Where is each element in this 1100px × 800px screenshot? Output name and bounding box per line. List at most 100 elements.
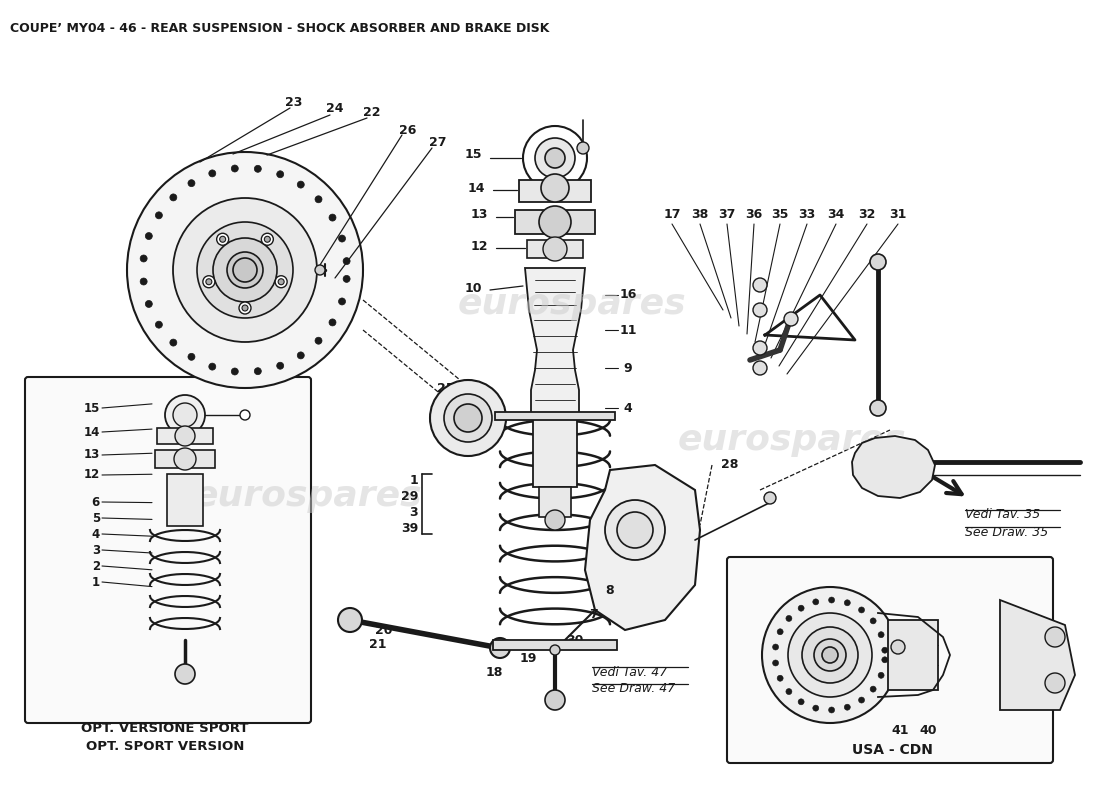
Circle shape bbox=[343, 275, 350, 282]
Text: 12: 12 bbox=[84, 469, 100, 482]
Text: eurospares: eurospares bbox=[194, 479, 422, 513]
Text: 3: 3 bbox=[92, 543, 100, 557]
Text: OPT. VERSIONE SPORT: OPT. VERSIONE SPORT bbox=[81, 722, 249, 734]
Circle shape bbox=[338, 608, 362, 632]
Circle shape bbox=[315, 265, 324, 275]
Circle shape bbox=[828, 597, 835, 603]
Circle shape bbox=[209, 363, 216, 370]
Circle shape bbox=[339, 298, 345, 305]
Circle shape bbox=[522, 126, 587, 190]
Circle shape bbox=[535, 138, 575, 178]
Circle shape bbox=[845, 600, 850, 606]
Text: 34: 34 bbox=[827, 209, 845, 222]
Bar bbox=[539, 487, 571, 517]
Circle shape bbox=[785, 615, 792, 622]
Circle shape bbox=[231, 368, 239, 375]
Text: See Draw. 35: See Draw. 35 bbox=[965, 526, 1048, 538]
Circle shape bbox=[155, 321, 163, 328]
Circle shape bbox=[315, 196, 322, 202]
Circle shape bbox=[173, 198, 317, 342]
Circle shape bbox=[828, 707, 835, 713]
Circle shape bbox=[175, 664, 195, 684]
Circle shape bbox=[155, 212, 163, 219]
Circle shape bbox=[206, 278, 212, 285]
Bar bbox=[888, 620, 938, 690]
Text: 7: 7 bbox=[590, 609, 598, 622]
Circle shape bbox=[813, 705, 818, 711]
Circle shape bbox=[544, 510, 565, 530]
Circle shape bbox=[297, 352, 305, 359]
Circle shape bbox=[617, 512, 653, 548]
FancyBboxPatch shape bbox=[25, 377, 311, 723]
Text: Vedi Tav. 35: Vedi Tav. 35 bbox=[965, 509, 1041, 522]
Text: 26: 26 bbox=[399, 123, 417, 137]
Text: COUPE’ MY04 - 46 - REAR SUSPENSION - SHOCK ABSORBER AND BRAKE DISK: COUPE’ MY04 - 46 - REAR SUSPENSION - SHO… bbox=[10, 22, 549, 35]
Text: 36: 36 bbox=[746, 209, 762, 222]
Circle shape bbox=[878, 672, 884, 678]
Circle shape bbox=[262, 234, 273, 246]
Circle shape bbox=[845, 704, 850, 710]
Circle shape bbox=[188, 180, 195, 186]
Text: 13: 13 bbox=[471, 209, 488, 222]
Circle shape bbox=[254, 166, 262, 172]
Circle shape bbox=[188, 354, 195, 360]
Text: 27: 27 bbox=[429, 137, 447, 150]
Text: 23: 23 bbox=[285, 95, 303, 109]
Text: 13: 13 bbox=[84, 449, 100, 462]
Circle shape bbox=[145, 301, 152, 307]
Text: eurospares: eurospares bbox=[458, 287, 686, 321]
Text: 40: 40 bbox=[920, 723, 937, 737]
Circle shape bbox=[220, 236, 225, 242]
Circle shape bbox=[239, 302, 251, 314]
Text: 5: 5 bbox=[91, 511, 100, 525]
Text: 22: 22 bbox=[363, 106, 381, 118]
Circle shape bbox=[814, 639, 846, 671]
Text: 19: 19 bbox=[519, 651, 537, 665]
Circle shape bbox=[140, 255, 147, 262]
Circle shape bbox=[490, 638, 510, 658]
Circle shape bbox=[858, 697, 865, 703]
Text: 11: 11 bbox=[619, 323, 637, 337]
Circle shape bbox=[544, 148, 565, 168]
Circle shape bbox=[822, 647, 838, 663]
Circle shape bbox=[772, 660, 779, 666]
Text: 30: 30 bbox=[566, 634, 584, 646]
Text: 38: 38 bbox=[692, 209, 708, 222]
Circle shape bbox=[217, 234, 229, 246]
Circle shape bbox=[882, 647, 888, 654]
Circle shape bbox=[277, 362, 284, 370]
Bar bbox=[527, 240, 583, 258]
Text: 10: 10 bbox=[464, 282, 482, 295]
Circle shape bbox=[444, 394, 492, 442]
Circle shape bbox=[764, 492, 776, 504]
Circle shape bbox=[605, 500, 665, 560]
Circle shape bbox=[277, 170, 284, 178]
Text: eurospares: eurospares bbox=[678, 423, 906, 457]
Text: 33: 33 bbox=[799, 209, 815, 222]
Circle shape bbox=[754, 361, 767, 375]
Circle shape bbox=[802, 627, 858, 683]
Text: 41: 41 bbox=[891, 723, 909, 737]
Circle shape bbox=[202, 276, 215, 288]
Circle shape bbox=[175, 426, 195, 446]
Circle shape bbox=[578, 142, 588, 154]
Text: 15: 15 bbox=[84, 402, 100, 414]
Text: 17: 17 bbox=[663, 209, 681, 222]
Polygon shape bbox=[852, 436, 935, 498]
Circle shape bbox=[430, 380, 506, 456]
Circle shape bbox=[240, 410, 250, 420]
Text: 3: 3 bbox=[409, 506, 418, 518]
Text: 24: 24 bbox=[327, 102, 343, 115]
Bar bbox=[157, 428, 213, 444]
Text: 6: 6 bbox=[91, 495, 100, 509]
Bar bbox=[534, 415, 578, 487]
Text: 31: 31 bbox=[889, 209, 906, 222]
Circle shape bbox=[1045, 673, 1065, 693]
Text: 35: 35 bbox=[771, 209, 789, 222]
Circle shape bbox=[754, 278, 767, 292]
Text: 39: 39 bbox=[400, 522, 418, 534]
Circle shape bbox=[799, 699, 804, 705]
Text: See Draw. 47: See Draw. 47 bbox=[592, 682, 675, 695]
Text: 14: 14 bbox=[84, 426, 100, 438]
Circle shape bbox=[778, 675, 783, 682]
